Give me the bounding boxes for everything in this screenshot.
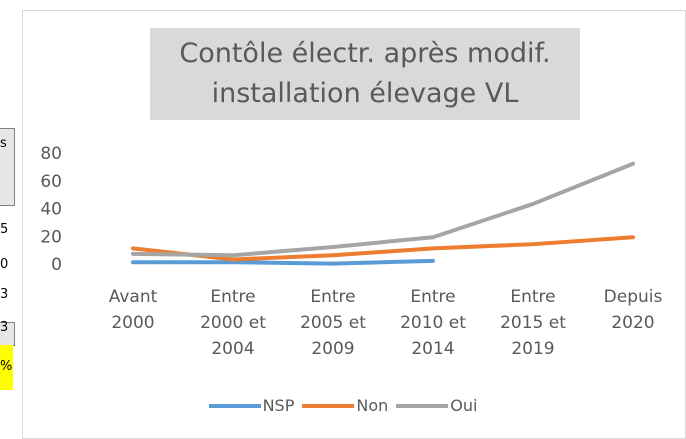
legend-label: Non xyxy=(356,396,389,415)
cell-text: 0 xyxy=(0,257,9,272)
x-tick-label: Entre 2005 et 2009 xyxy=(300,287,366,359)
chart-title: Contôle électr. après modif. installatio… xyxy=(150,28,580,120)
x-tick-label: Entre 2000 et 2004 xyxy=(200,287,266,359)
x-tick-label: Depuis 2020 xyxy=(603,287,663,333)
x-tick-label: Entre 2010 et 2014 xyxy=(400,287,466,359)
x-tick-label: Avant 2000 xyxy=(108,287,158,333)
series-line xyxy=(131,161,635,258)
cell-text: 3 xyxy=(0,320,9,335)
series-line xyxy=(131,258,435,266)
legend-item: NSP xyxy=(208,396,295,415)
y-tick-label: 0 xyxy=(51,255,62,275)
legend: NSP Non Oui xyxy=(0,396,686,415)
cell-text: s xyxy=(0,136,7,151)
series-line xyxy=(131,235,635,262)
cell-text: 3 xyxy=(0,287,9,302)
cell-text: 5 xyxy=(0,222,9,237)
legend-item: Non xyxy=(302,396,388,415)
y-tick-label: 60 xyxy=(40,172,62,192)
legend-label: Oui xyxy=(450,396,478,415)
legend-label: NSP xyxy=(262,396,295,415)
x-tick-label: Entre 2015 et 2019 xyxy=(500,287,566,359)
y-tick-label: 80 xyxy=(40,144,62,164)
legend-swatch xyxy=(208,403,261,408)
y-tick-label: 20 xyxy=(40,227,62,247)
legend-swatch xyxy=(396,403,449,408)
y-tick-label: 40 xyxy=(40,200,62,220)
legend-swatch xyxy=(302,403,355,408)
legend-item: Oui xyxy=(396,396,477,415)
cell-text: % xyxy=(0,359,13,374)
